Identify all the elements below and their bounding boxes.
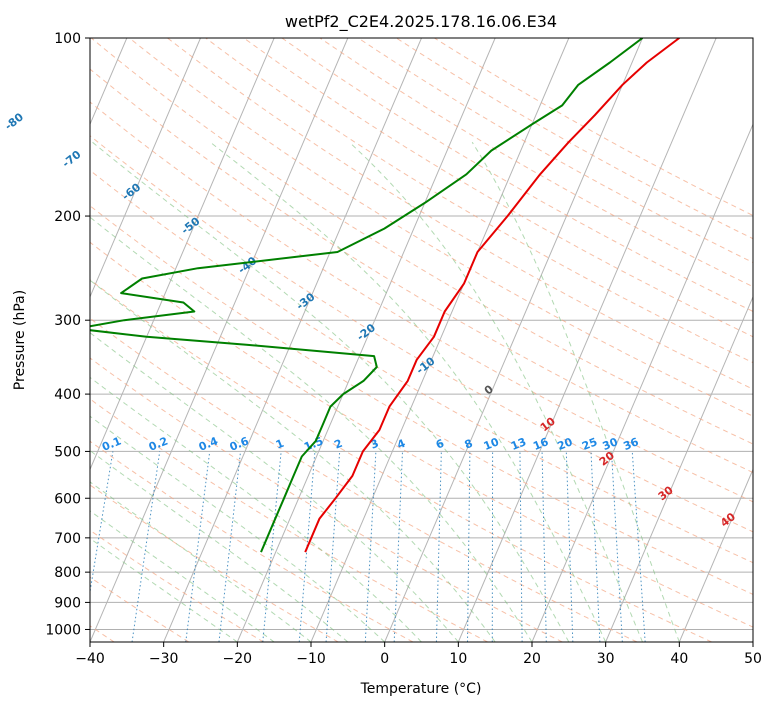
x-axis: −40 −30 −20 −10 0 10 20 30 40 50 <box>75 642 762 667</box>
isotherm-line <box>753 38 775 642</box>
y-tick-label: 800 <box>54 565 81 581</box>
x-tick-label: −20 <box>223 651 253 667</box>
isotherm-label: -80 <box>2 110 26 133</box>
isotherm-label: -70 <box>60 148 84 171</box>
x-tick-label: 30 <box>597 651 615 667</box>
x-tick-label: −10 <box>296 651 326 667</box>
y-tick-label: 600 <box>54 491 81 507</box>
y-axis-label: Pressure (hPa) <box>12 290 28 390</box>
x-tick-label: 20 <box>523 651 541 667</box>
x-tick-label: 10 <box>449 651 467 667</box>
y-tick-label: 500 <box>54 444 81 460</box>
y-tick-label: 900 <box>54 595 81 611</box>
x-tick-label: 40 <box>670 651 688 667</box>
y-tick-label: 200 <box>54 209 81 225</box>
y-axis: 100 200 300 400 500 600 700 800 900 1000 <box>45 31 90 638</box>
y-tick-label: 700 <box>54 531 81 547</box>
x-tick-label: −40 <box>75 651 105 667</box>
y-tick-label: 1000 <box>45 622 81 638</box>
y-tick-label: 300 <box>54 313 81 329</box>
x-tick-label: 50 <box>744 651 762 667</box>
x-tick-label: 0 <box>380 651 389 667</box>
y-tick-label: 400 <box>54 387 81 403</box>
chart-title: wetPf2_C2E4.2025.178.16.06.E34 <box>285 12 557 32</box>
y-tick-label: 100 <box>54 31 81 47</box>
x-tick-label: −30 <box>149 651 179 667</box>
x-axis-label: Temperature (°C) <box>360 681 482 697</box>
